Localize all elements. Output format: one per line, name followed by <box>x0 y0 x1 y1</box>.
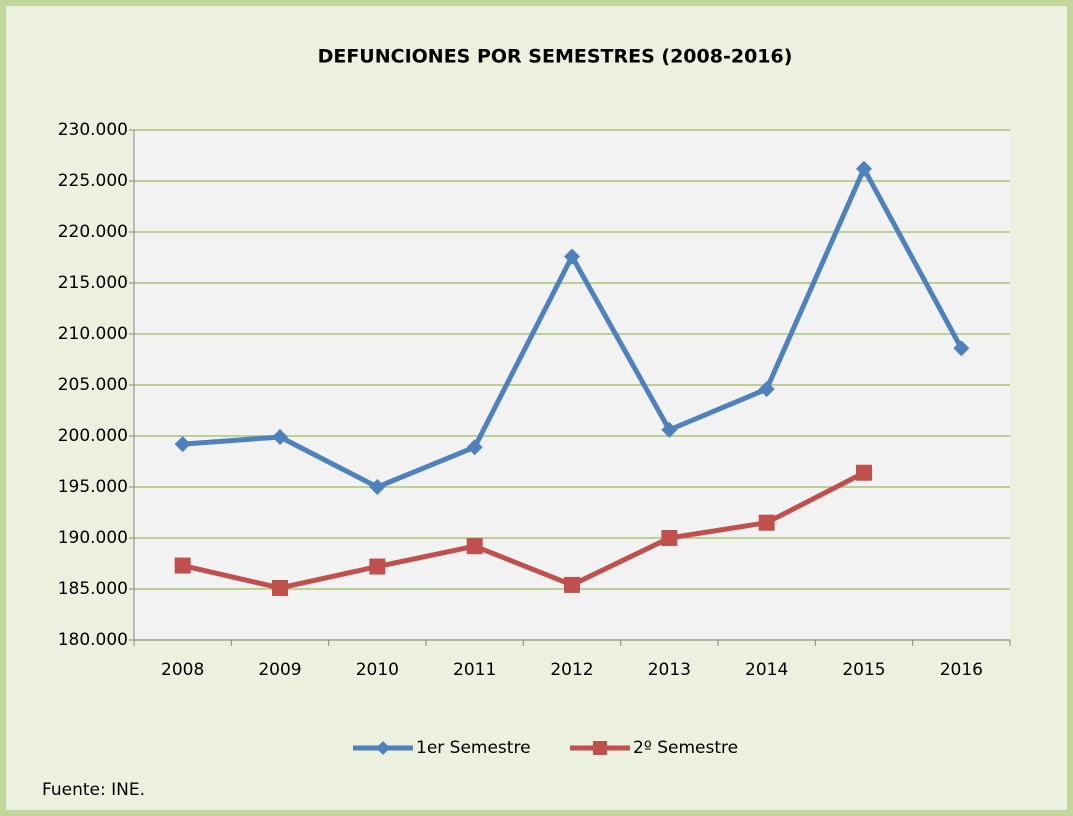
x-tick-label: 2015 <box>842 660 885 680</box>
data-point <box>856 464 872 481</box>
y-tick-label: 195.000 <box>58 477 128 497</box>
x-tick-label: 2009 <box>258 660 301 680</box>
x-tick-label: 2016 <box>940 660 983 680</box>
data-point <box>564 576 580 593</box>
legend-marker <box>376 741 390 755</box>
legend-label: 1er Semestre <box>416 738 531 758</box>
y-tick-label: 230.000 <box>58 120 128 140</box>
x-tick-label: 2013 <box>648 660 691 680</box>
y-tick-label: 210.000 <box>58 324 128 344</box>
chart-title: DEFUNCIONES POR SEMESTRES (2008-2016) <box>318 46 793 68</box>
y-tick-label: 200.000 <box>58 426 128 446</box>
data-point <box>466 538 483 555</box>
y-tick-label: 185.000 <box>58 579 128 599</box>
data-point <box>174 557 191 574</box>
data-point <box>272 579 288 596</box>
y-tick-label: 190.000 <box>58 528 128 548</box>
data-point <box>953 340 970 357</box>
y-tick-label: 220.000 <box>58 222 128 242</box>
x-tick-label: 2011 <box>453 660 496 680</box>
x-tick-label: 2014 <box>745 660 788 680</box>
y-tick-label: 205.000 <box>58 375 128 395</box>
data-point <box>564 248 580 265</box>
data-point <box>758 514 775 531</box>
data-point <box>369 558 386 575</box>
x-tick-label: 2012 <box>550 660 593 680</box>
y-tick-label: 225.000 <box>58 171 128 191</box>
data-point <box>369 479 386 495</box>
data-point <box>661 421 678 438</box>
source-note: Fuente: INE. <box>42 780 145 800</box>
legend-label: 2º Semestre <box>633 738 738 758</box>
x-tick-label: 2010 <box>356 660 399 680</box>
y-tick-label: 215.000 <box>58 273 128 293</box>
series-line <box>182 470 866 591</box>
data-point <box>466 439 483 456</box>
data-point <box>661 530 678 546</box>
data-point <box>272 429 288 446</box>
legend-marker <box>593 741 607 755</box>
data-point <box>856 160 872 177</box>
data-point <box>758 381 775 398</box>
x-tick-label: 2008 <box>161 660 204 680</box>
y-tick-label: 180.000 <box>58 630 128 650</box>
data-point <box>174 436 191 453</box>
